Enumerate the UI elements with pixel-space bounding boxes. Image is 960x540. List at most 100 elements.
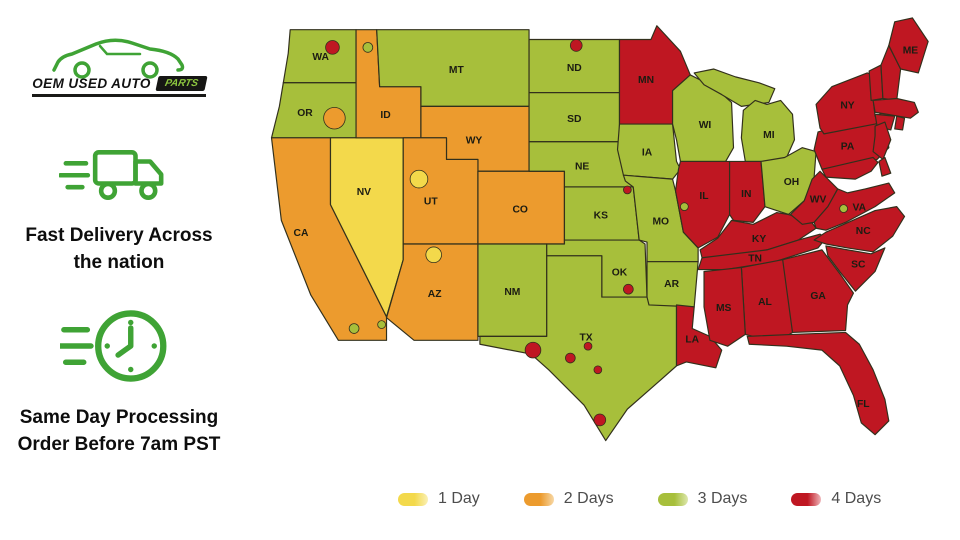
legend-swatch — [657, 492, 688, 506]
state-MS — [703, 266, 746, 347]
state-label-OK: OK — [612, 267, 628, 278]
state-label-FL: FL — [857, 399, 870, 410]
state-DE — [878, 156, 892, 177]
state-label-AZ: AZ — [428, 289, 442, 300]
legend: 1 Day 2 Days 3 Days 4 Days — [398, 490, 881, 508]
car-logo-icon — [52, 38, 185, 79]
state-label-SD: SD — [567, 114, 582, 125]
state-MD — [821, 156, 879, 180]
state-label-OR: OR — [297, 108, 313, 119]
state-label-WA: WA — [312, 52, 329, 63]
truck-icon — [59, 150, 164, 200]
state-label-CO: CO — [512, 205, 527, 216]
brand-title: OEM USED AUTO — [32, 76, 151, 91]
state-label-MI: MI — [763, 130, 775, 141]
legend-label: 1 Day — [438, 490, 480, 507]
zone-spot — [362, 42, 374, 53]
legend-item-4-days: 4 Days — [791, 490, 881, 508]
state-LA — [675, 304, 723, 369]
state-label-AR: AR — [664, 279, 679, 290]
state-label-WI: WI — [699, 120, 712, 131]
legend-label: 2 Days — [563, 490, 614, 507]
state-label-TN: TN — [748, 254, 762, 265]
state-label-NC: NC — [856, 226, 871, 237]
zone-spot — [323, 106, 346, 130]
legend-swatch — [523, 492, 554, 506]
logo-wordmark: OEM USED AUTO PARTS — [32, 76, 208, 97]
state-label-WV: WV — [810, 195, 827, 206]
brand-badge-parts: PARTS — [155, 76, 208, 91]
legend-item-2-days: 2 Days — [523, 490, 614, 508]
legend-label: 4 Days — [831, 490, 882, 507]
state-label-NY: NY — [840, 100, 854, 111]
feature-same-day-processing: Same Day Processing Order Before 7am PST — [9, 299, 229, 459]
state-MA — [872, 97, 919, 119]
legend-label: 3 Days — [697, 490, 748, 507]
state-label-WY: WY — [466, 136, 483, 147]
zone-spot — [565, 352, 576, 364]
state-MI_UP — [693, 68, 776, 107]
state-label-TX: TX — [579, 332, 592, 343]
zone-spot — [569, 39, 583, 52]
zone-spot — [348, 323, 360, 334]
state-label-MO: MO — [652, 216, 669, 227]
zone-spot — [409, 169, 429, 189]
state-VA — [813, 182, 896, 231]
state-label-NM: NM — [504, 287, 520, 298]
zone-spot — [583, 341, 593, 351]
state-label-KY: KY — [752, 234, 766, 245]
zone-spot — [325, 40, 340, 55]
state-label-AL: AL — [758, 297, 772, 308]
legend-swatch — [398, 492, 428, 506]
state-IA — [616, 123, 682, 180]
state-label-ND: ND — [567, 63, 582, 74]
zone-spot — [623, 283, 634, 295]
state-label-MS: MS — [716, 303, 732, 314]
state-label-MT: MT — [449, 65, 465, 76]
zone-spot — [680, 202, 689, 211]
state-label-MN: MN — [638, 75, 654, 86]
state-label-KS: KS — [594, 210, 608, 221]
state-AR — [646, 261, 699, 308]
state-label-PA: PA — [841, 142, 855, 153]
state-label-SC: SC — [851, 260, 866, 271]
state-label-IA: IA — [642, 148, 653, 159]
state-label-UT: UT — [424, 197, 438, 208]
state-SC — [825, 245, 886, 292]
state-label-GA: GA — [810, 291, 826, 302]
legend-item-3-days: 3 Days — [657, 490, 748, 508]
feature-line: Fast Delivery Across — [25, 225, 213, 246]
us-delivery-map: WA OR CA NV ID MT WY UT CO AZ NM ND SD NE KS OK TX MN IA MO… — [270, 17, 929, 442]
zone-spot — [839, 204, 848, 213]
legend-item-1-day: 1 Day — [398, 490, 480, 508]
state-label-NE: NE — [575, 161, 589, 172]
feature-fast-delivery: Fast Delivery Across the nation — [9, 145, 229, 277]
logo: OEM USED AUTO PARTS — [32, 34, 208, 97]
zone-spot — [593, 413, 607, 427]
feature-same-day-text: Same Day Processing Order Before 7am PST — [9, 405, 229, 459]
legend-swatch — [791, 492, 822, 506]
state-label-VA: VA — [853, 203, 867, 214]
state-label-CA: CA — [294, 228, 309, 239]
feature-line: Same Day Processing — [19, 406, 219, 428]
zone-spot — [425, 246, 442, 264]
state-FL — [746, 331, 890, 436]
feature-fast-delivery-text: Fast Delivery Across the nation — [9, 223, 229, 277]
state-label-OH: OH — [784, 177, 799, 188]
state-label-ME: ME — [903, 45, 919, 56]
zone-spot — [377, 320, 386, 329]
state-label-NV: NV — [357, 187, 371, 198]
state-MI — [740, 99, 796, 163]
state-label-LA: LA — [685, 334, 699, 345]
zone-spot — [593, 365, 603, 375]
zone-spot — [524, 341, 542, 359]
clock-icon — [60, 310, 167, 382]
state-label-IL: IL — [699, 191, 708, 202]
zone-spot — [623, 185, 632, 195]
info-sidebar: OEM USED AUTO PARTS Fast Delivery Across… — [0, 0, 238, 540]
feature-line: Order Before 7am PST — [17, 433, 221, 455]
state-NC — [813, 206, 906, 253]
state-WV — [789, 170, 839, 225]
state-label-ID: ID — [380, 110, 391, 121]
state-ME — [888, 17, 929, 74]
